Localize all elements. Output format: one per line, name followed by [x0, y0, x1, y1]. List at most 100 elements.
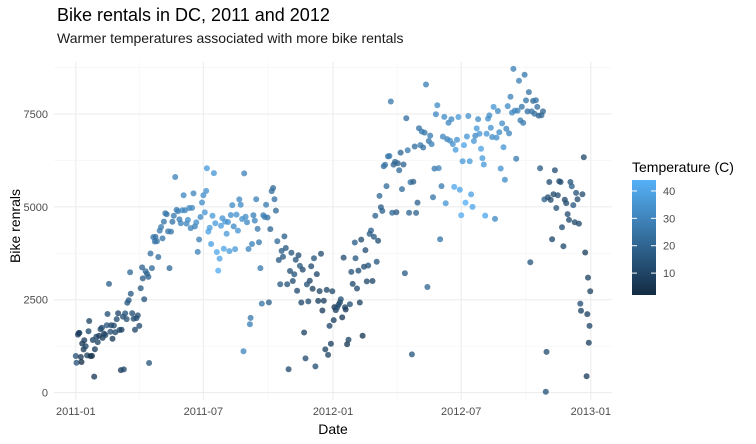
data-point — [423, 81, 429, 88]
x-tick-label: 2013-01 — [571, 406, 611, 418]
data-point — [458, 212, 465, 219]
data-point — [193, 219, 200, 226]
data-point — [311, 255, 317, 262]
data-point — [497, 165, 504, 172]
data-point — [236, 196, 243, 203]
data-point — [169, 218, 176, 225]
legend-title: Temperature (C) — [632, 159, 734, 175]
data-point — [232, 246, 239, 253]
data-point — [132, 326, 138, 333]
data-point — [339, 314, 346, 321]
data-point — [542, 388, 549, 395]
data-point — [466, 158, 473, 165]
data-point — [387, 98, 394, 105]
data-point — [141, 296, 148, 303]
data-point — [278, 247, 285, 254]
data-point — [358, 236, 365, 243]
data-point — [537, 165, 544, 172]
data-point — [468, 191, 475, 198]
data-point — [406, 209, 413, 216]
data-point — [166, 265, 173, 272]
data-point — [282, 245, 289, 251]
data-point — [397, 149, 404, 156]
data-point — [586, 322, 593, 329]
data-point — [365, 262, 372, 269]
data-point — [507, 93, 514, 100]
x-tick-label: 2011-07 — [184, 406, 224, 418]
data-point — [369, 278, 376, 284]
data-points — [72, 65, 594, 395]
data-point — [326, 322, 333, 329]
data-point — [404, 147, 411, 154]
data-point — [337, 296, 344, 303]
data-point — [168, 228, 174, 235]
data-point — [288, 249, 295, 256]
data-point — [287, 268, 293, 274]
x-tick-label: 2011-01 — [56, 406, 96, 418]
data-point — [153, 238, 160, 245]
data-point — [226, 248, 233, 255]
data-point — [272, 207, 279, 214]
legend-tick-label: 30 — [663, 213, 675, 225]
data-point — [368, 227, 374, 234]
data-point — [400, 161, 407, 168]
data-point — [469, 203, 476, 210]
data-point — [355, 267, 362, 274]
data-point — [340, 254, 347, 261]
data-point — [441, 113, 448, 120]
data-point — [320, 297, 327, 304]
data-point — [396, 167, 403, 174]
data-point — [85, 328, 92, 335]
data-point — [216, 255, 223, 262]
data-point — [240, 348, 247, 355]
data-point — [250, 212, 257, 219]
x-tick-label: 2012-07 — [441, 406, 481, 418]
data-point — [277, 281, 284, 288]
data-point — [428, 141, 435, 148]
data-point — [210, 170, 217, 177]
gridlines — [54, 62, 612, 400]
data-point — [327, 340, 334, 347]
data-point — [292, 256, 299, 263]
data-point — [587, 288, 594, 295]
data-point — [285, 366, 292, 373]
data-point — [503, 125, 510, 132]
data-point — [189, 204, 196, 211]
data-point — [421, 129, 428, 136]
data-point — [342, 306, 349, 313]
data-point — [322, 346, 329, 353]
data-point — [494, 108, 501, 114]
data-point — [291, 271, 298, 278]
data-point — [237, 201, 244, 208]
data-point — [516, 77, 522, 84]
data-point — [578, 307, 584, 314]
data-point — [514, 107, 521, 114]
data-point — [89, 352, 95, 359]
data-point — [462, 199, 469, 206]
data-point — [274, 238, 281, 245]
data-point — [585, 339, 592, 346]
data-point — [455, 114, 462, 120]
data-point — [442, 200, 449, 207]
data-point — [437, 236, 444, 243]
data-point — [557, 179, 564, 185]
data-point — [244, 219, 250, 226]
data-point — [251, 217, 258, 224]
data-point — [523, 97, 529, 104]
data-point — [125, 297, 132, 304]
data-point — [563, 200, 570, 207]
data-point — [215, 267, 222, 274]
data-point — [86, 318, 93, 324]
data-point — [577, 300, 584, 307]
data-point — [301, 329, 308, 336]
data-point — [496, 129, 503, 136]
data-point — [203, 187, 210, 194]
data-point — [147, 250, 154, 257]
y-tick-label: 5000 — [24, 202, 48, 214]
data-point — [540, 108, 546, 115]
data-point — [394, 160, 401, 167]
data-point — [499, 120, 506, 127]
data-point — [386, 153, 393, 159]
data-point — [246, 321, 253, 328]
data-point — [270, 185, 277, 191]
